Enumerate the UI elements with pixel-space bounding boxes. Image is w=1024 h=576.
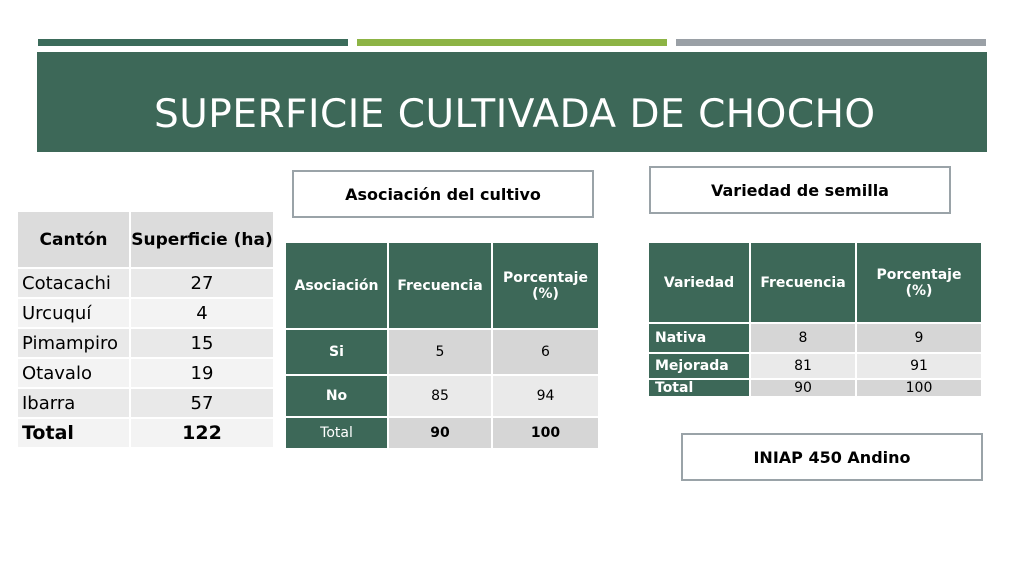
cell-total-label: Total	[18, 418, 131, 449]
table-row: Si 5 6	[286, 329, 600, 376]
cell-frecuencia: 8	[750, 323, 857, 354]
cell-canton: Otavalo	[18, 358, 131, 389]
cell-asociacion: Si	[286, 329, 389, 376]
page-title: SUPERFICIE CULTIVADA DE CHOCHO	[154, 92, 876, 137]
table-total-row: Total 90 100	[286, 417, 600, 450]
cell-frecuencia: 5	[388, 329, 493, 376]
cell-superficie: 27	[130, 268, 275, 299]
variedad-caption: Variedad de semilla	[649, 166, 951, 214]
table-row: Nativa 8 9	[649, 323, 983, 354]
cell-total-label: Total	[286, 417, 389, 450]
cell-superficie: 19	[130, 358, 275, 389]
table-row: Cotacachi 27	[18, 268, 275, 299]
variedad-note: INIAP 450 Andino	[681, 433, 983, 481]
header-frecuencia: Frecuencia	[750, 243, 857, 324]
header-frecuencia: Frecuencia	[388, 243, 493, 330]
table-row: Urcuquí 4	[18, 298, 275, 329]
table-total-row: Total 122	[18, 418, 275, 449]
cell-total-value: 122	[130, 418, 275, 449]
cell-porcentaje: 94	[492, 375, 600, 418]
header-superficie: Superficie (ha)	[130, 212, 275, 269]
cell-canton: Ibarra	[18, 388, 131, 419]
table-header-row: Cantón Superficie (ha)	[18, 212, 275, 269]
variedad-table: Variedad Frecuencia Porcentaje (%) Nativ…	[649, 243, 983, 398]
cell-total-frecuencia: 90	[388, 417, 493, 450]
table-row: Pimampiro 15	[18, 328, 275, 359]
header-canton: Cantón	[18, 212, 131, 269]
table-row: Otavalo 19	[18, 358, 275, 389]
top-stripe-gray	[676, 39, 986, 46]
header-variedad: Variedad	[649, 243, 751, 324]
cell-variedad: Nativa	[649, 323, 751, 354]
header-porcentaje: Porcentaje (%)	[856, 243, 983, 324]
table-total-row: Total 90 100	[649, 379, 983, 398]
table-row: Mejorada 81 91	[649, 353, 983, 380]
cell-frecuencia: 85	[388, 375, 493, 418]
header-asociacion: Asociación	[286, 243, 389, 330]
cell-canton: Cotacachi	[18, 268, 131, 299]
cell-superficie: 15	[130, 328, 275, 359]
cell-canton: Urcuquí	[18, 298, 131, 329]
cell-variedad: Mejorada	[649, 353, 751, 380]
cell-porcentaje: 6	[492, 329, 600, 376]
title-banner: SUPERFICIE CULTIVADA DE CHOCHO	[37, 52, 987, 152]
cell-porcentaje: 91	[856, 353, 983, 380]
cell-total-porcentaje: 100	[856, 379, 983, 398]
cell-asociacion: No	[286, 375, 389, 418]
cell-total-label: Total	[649, 379, 751, 398]
top-stripe-dark-green	[38, 39, 348, 46]
cell-porcentaje: 9	[856, 323, 983, 354]
cell-superficie: 4	[130, 298, 275, 329]
header-porcentaje: Porcentaje (%)	[492, 243, 600, 330]
cell-canton: Pimampiro	[18, 328, 131, 359]
asociacion-caption: Asociación del cultivo	[292, 170, 594, 218]
cell-superficie: 57	[130, 388, 275, 419]
table-header-row: Variedad Frecuencia Porcentaje (%)	[649, 243, 983, 324]
table-header-row: Asociación Frecuencia Porcentaje (%)	[286, 243, 600, 330]
table-row: No 85 94	[286, 375, 600, 418]
canton-table: Cantón Superficie (ha) Cotacachi 27 Urcu…	[18, 212, 275, 449]
cell-total-frecuencia: 90	[750, 379, 857, 398]
table-row: Ibarra 57	[18, 388, 275, 419]
cell-total-porcentaje: 100	[492, 417, 600, 450]
cell-frecuencia: 81	[750, 353, 857, 380]
asociacion-table: Asociación Frecuencia Porcentaje (%) Si …	[286, 243, 600, 450]
top-stripe-light-green	[357, 39, 667, 46]
